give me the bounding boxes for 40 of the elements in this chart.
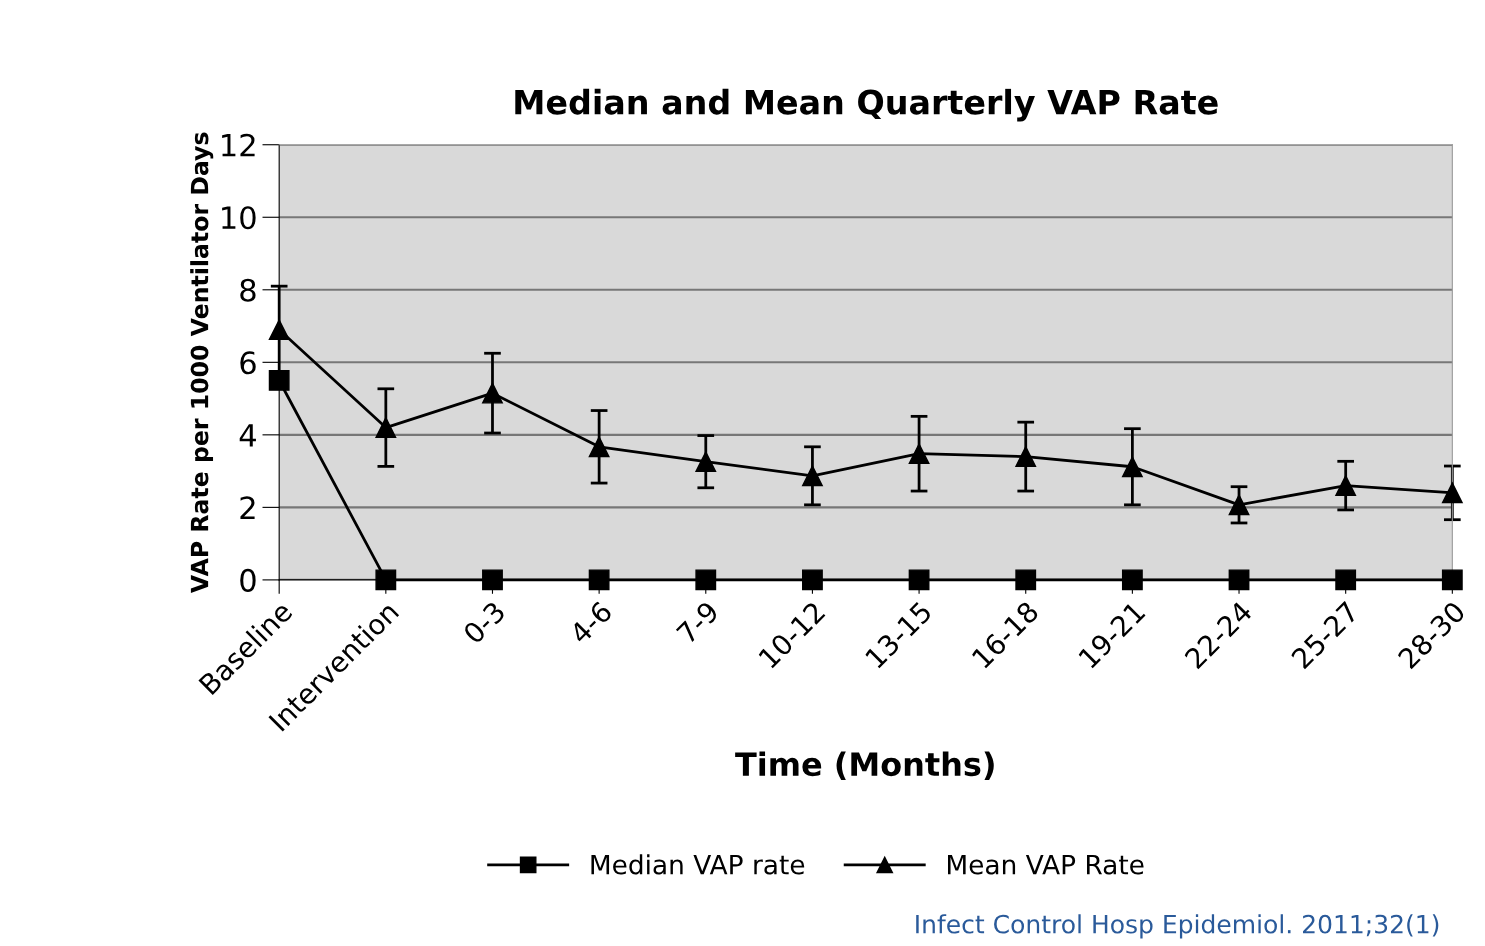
- y-tick-label: 0: [240, 568, 256, 592]
- point: [1121, 456, 1143, 478]
- point: [1015, 446, 1037, 468]
- point: [1335, 569, 1357, 591]
- legend-label: Mean VAP Rate: [948, 854, 1144, 875]
- point: [802, 465, 823, 487]
- y-tick-label: 8: [240, 278, 256, 302]
- y-tick-label: 4: [239, 424, 256, 447]
- x-axis-title: Time (Months): [735, 751, 994, 780]
- point: [1228, 494, 1250, 516]
- point: [1121, 569, 1143, 591]
- point: [802, 569, 823, 591]
- point: [1441, 482, 1463, 504]
- x-tick-label: 7-9: [675, 600, 720, 645]
- y-tick-label: 6: [240, 351, 256, 375]
- point: [588, 569, 610, 591]
- point: [1441, 569, 1463, 591]
- y-tick-label: 2: [240, 496, 255, 519]
- y-tick-label: 10: [222, 206, 256, 230]
- point: [588, 436, 610, 458]
- point: [695, 451, 717, 473]
- point: [1228, 569, 1250, 591]
- point: [268, 319, 290, 341]
- text: Infect Control Hosp Epidemiol. 2011;32(1): [916, 914, 1439, 939]
- point: [908, 443, 930, 465]
- point: [1335, 475, 1357, 497]
- point: [375, 569, 397, 591]
- point: [908, 569, 930, 591]
- chart-title: Median and Mean Quarterly VAP Rate: [515, 88, 1218, 122]
- point: [1015, 569, 1037, 591]
- x-tick-label: 0-3: [462, 600, 507, 645]
- y-axis-title: VAP Rate per 1000 Ventilator Days: [190, 132, 214, 594]
- point: [482, 569, 503, 591]
- point: [482, 382, 503, 404]
- point: [375, 417, 397, 439]
- point: [268, 370, 290, 391]
- legend-label: Median VAP rate: [591, 854, 805, 875]
- point: [695, 569, 717, 591]
- y-tick-label: 12: [222, 133, 255, 157]
- x-tick-label: 4-6: [568, 600, 614, 645]
